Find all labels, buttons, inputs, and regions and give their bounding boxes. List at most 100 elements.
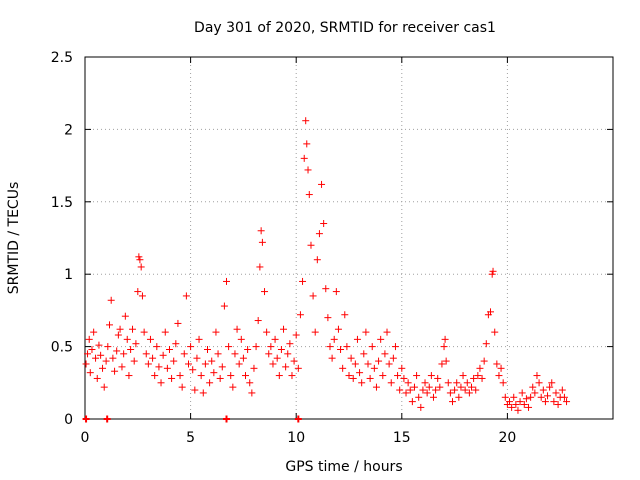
data-point bbox=[280, 325, 288, 333]
data-point bbox=[491, 328, 499, 336]
data-point bbox=[383, 328, 391, 336]
data-point bbox=[463, 379, 471, 387]
data-point bbox=[286, 340, 294, 348]
data-point bbox=[410, 383, 418, 391]
data-point bbox=[237, 335, 245, 343]
data-point bbox=[358, 379, 366, 387]
data-point bbox=[261, 288, 269, 296]
data-point bbox=[309, 292, 317, 300]
data-point bbox=[159, 351, 167, 359]
data-point bbox=[343, 343, 351, 351]
data-point bbox=[290, 357, 298, 365]
x-axis-label: GPS time / hours bbox=[285, 459, 402, 475]
data-point bbox=[116, 325, 124, 333]
data-point bbox=[275, 372, 283, 380]
data-point bbox=[140, 328, 148, 336]
data-point bbox=[385, 360, 393, 368]
data-point bbox=[474, 372, 482, 380]
data-point bbox=[546, 383, 554, 391]
data-point bbox=[235, 360, 243, 368]
data-point bbox=[535, 379, 543, 387]
data-point bbox=[396, 386, 404, 394]
data-point bbox=[520, 401, 528, 409]
data-point bbox=[406, 386, 414, 394]
data-point bbox=[497, 364, 505, 372]
data-point bbox=[353, 335, 361, 343]
data-point bbox=[195, 335, 203, 343]
data-point bbox=[250, 364, 258, 372]
data-point bbox=[201, 360, 209, 368]
data-point bbox=[499, 379, 507, 387]
data-point bbox=[311, 328, 319, 336]
data-point bbox=[246, 379, 254, 387]
data-point bbox=[372, 383, 380, 391]
points-layer bbox=[82, 117, 571, 423]
y-tick-label: 0.5 bbox=[51, 340, 73, 356]
data-point bbox=[381, 350, 389, 358]
data-point bbox=[135, 253, 143, 261]
data-point bbox=[138, 292, 146, 300]
data-point bbox=[368, 343, 376, 351]
data-point bbox=[465, 389, 473, 397]
x-tick-label: 0 bbox=[81, 430, 90, 446]
data-point bbox=[425, 383, 433, 391]
data-point bbox=[446, 389, 454, 397]
zero-marker bbox=[223, 415, 231, 423]
data-point bbox=[111, 367, 119, 375]
y-tick-label: 0 bbox=[64, 412, 73, 428]
data-point bbox=[544, 392, 552, 400]
data-point bbox=[558, 386, 566, 394]
chart-title: Day 301 of 2020, SRMTID for receiver cas… bbox=[194, 20, 496, 36]
y-tick-label: 1.5 bbox=[51, 195, 73, 211]
zero-marker bbox=[82, 415, 90, 423]
data-point bbox=[375, 357, 383, 365]
data-point bbox=[322, 285, 330, 293]
data-point bbox=[300, 154, 308, 162]
data-point bbox=[402, 389, 410, 397]
data-point bbox=[394, 372, 402, 380]
data-point bbox=[114, 331, 122, 339]
data-point bbox=[123, 335, 131, 343]
data-point bbox=[552, 389, 560, 397]
data-point bbox=[134, 288, 142, 296]
data-point bbox=[478, 374, 486, 382]
data-point bbox=[187, 343, 195, 351]
data-point bbox=[362, 328, 370, 336]
data-point bbox=[220, 302, 228, 310]
data-point bbox=[541, 398, 549, 406]
y-tick-label: 2.5 bbox=[51, 50, 73, 66]
x-tick-label: 15 bbox=[393, 430, 411, 446]
data-point bbox=[90, 328, 98, 336]
data-point bbox=[165, 345, 173, 353]
data-point bbox=[537, 393, 545, 401]
data-point bbox=[429, 393, 437, 401]
data-point bbox=[252, 343, 260, 351]
data-point bbox=[163, 364, 171, 372]
data-point bbox=[307, 241, 315, 249]
data-point bbox=[212, 328, 220, 336]
data-point bbox=[315, 230, 323, 238]
data-point bbox=[84, 350, 92, 358]
data-point bbox=[332, 288, 340, 296]
data-point bbox=[529, 383, 537, 391]
data-point bbox=[130, 357, 138, 365]
data-point bbox=[442, 357, 450, 365]
data-point bbox=[193, 354, 201, 362]
data-point bbox=[254, 317, 262, 325]
data-point bbox=[146, 335, 154, 343]
data-point bbox=[501, 393, 509, 401]
data-point bbox=[366, 374, 374, 382]
data-point bbox=[269, 360, 277, 368]
data-point bbox=[506, 398, 514, 406]
data-point bbox=[400, 374, 408, 382]
data-point bbox=[427, 372, 435, 380]
data-point bbox=[370, 364, 378, 372]
data-point bbox=[120, 350, 128, 358]
data-point bbox=[174, 319, 182, 327]
data-point bbox=[229, 383, 237, 391]
data-point bbox=[434, 374, 442, 382]
data-point bbox=[527, 393, 535, 401]
data-point bbox=[153, 343, 161, 351]
